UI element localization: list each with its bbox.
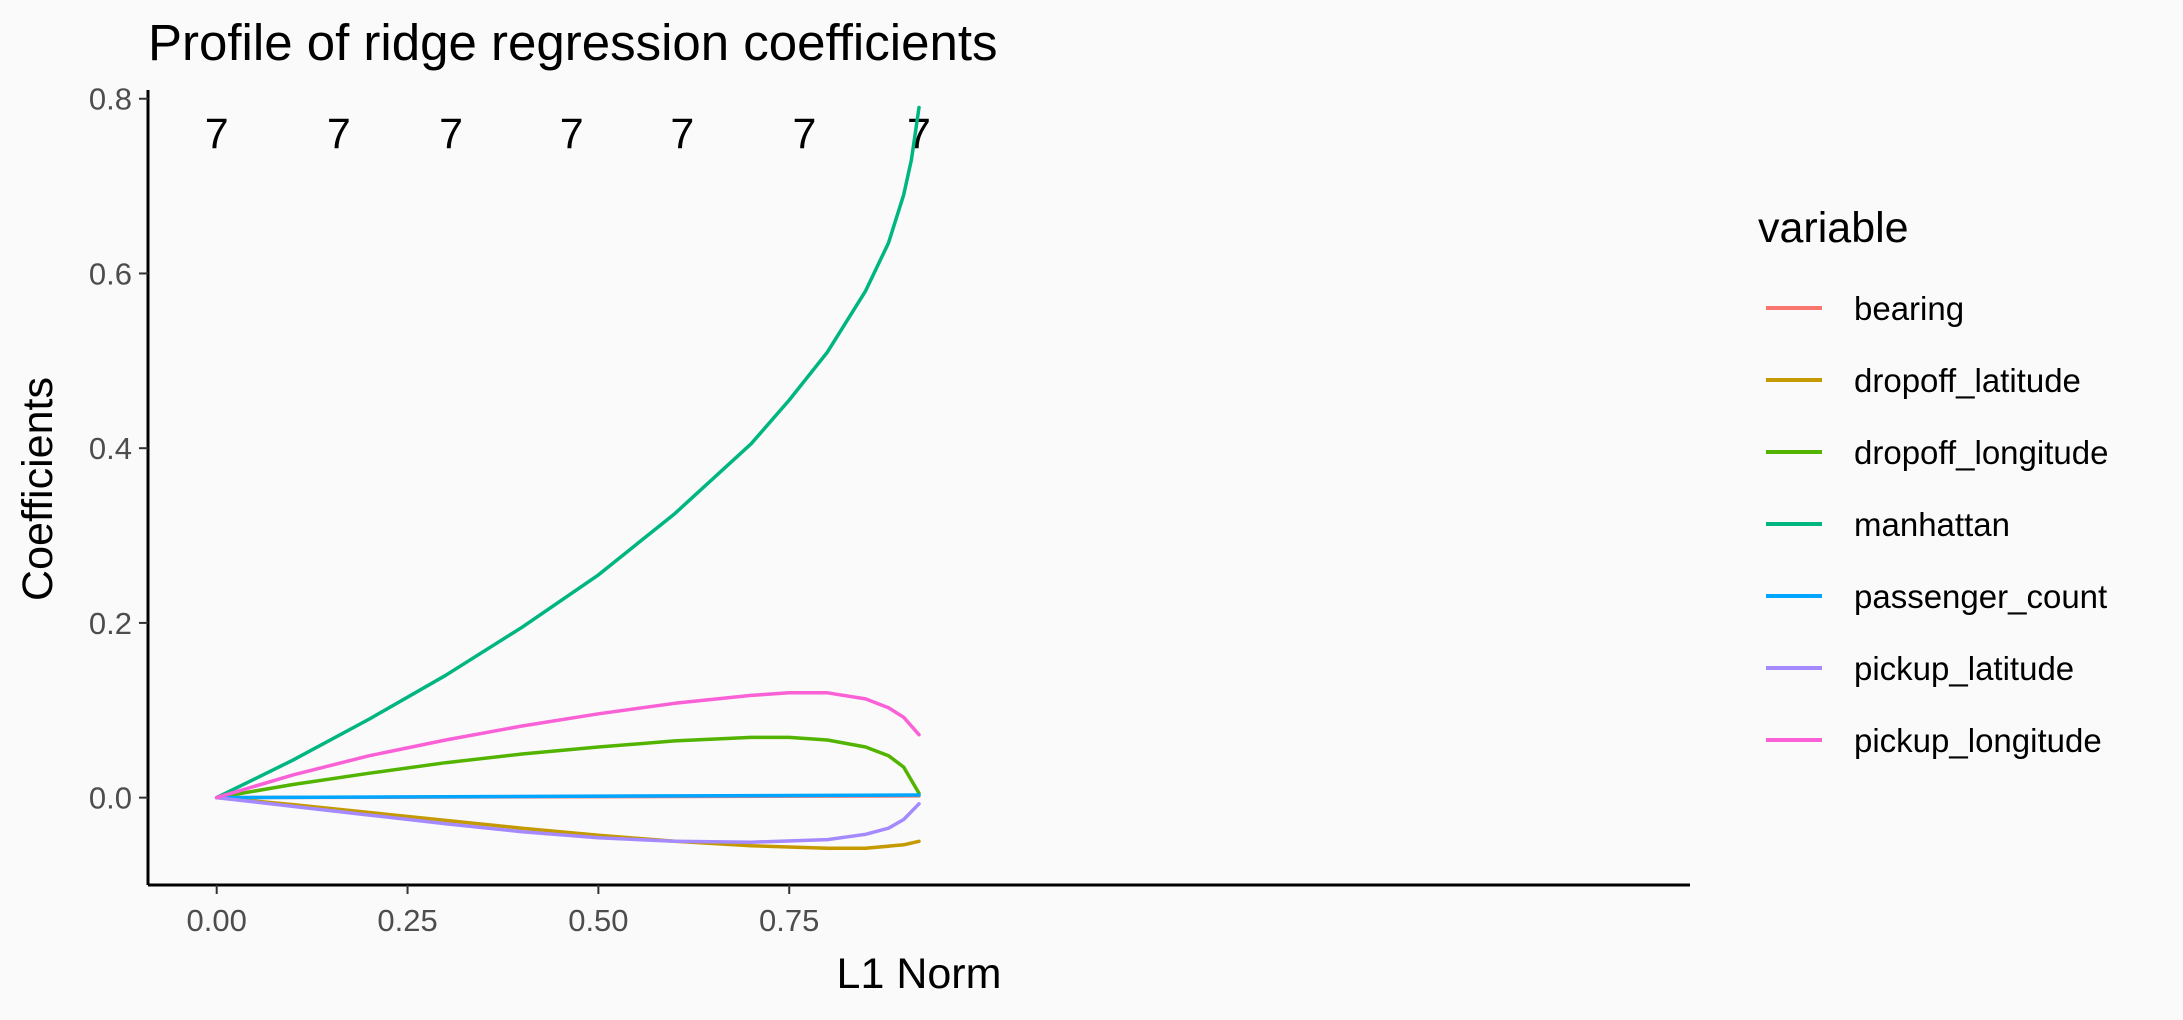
series-line-manhattan: [214, 105, 921, 800]
series-line-pickup_latitude: [214, 795, 921, 844]
x-tick-label: 0.00: [187, 903, 247, 938]
legend-label: passenger_count: [1854, 578, 2107, 615]
legend-label: pickup_latitude: [1854, 650, 2074, 687]
chart-title: Profile of ridge regression coefficients: [148, 14, 998, 71]
y-tick-label: 0.8: [89, 82, 132, 117]
legend-title: variable: [1758, 204, 1909, 252]
y-tick-label: 0.6: [89, 256, 132, 291]
x-axis-ticks: 0.00 0.25 0.50 0.75: [187, 885, 819, 938]
series-lines: [214, 105, 921, 851]
y-tick-label: 0.0: [89, 781, 132, 816]
legend-label: manhattan: [1854, 506, 2010, 543]
y-axis-ticks: 0.0 0.2 0.4 0.6 0.8: [89, 82, 148, 816]
legend-label: bearing: [1854, 290, 1964, 327]
x-tick-label: 0.25: [377, 903, 437, 938]
y-axis-title: Coefficients: [14, 377, 62, 601]
top-axis-label: 7: [439, 110, 463, 158]
top-axis-label: 7: [793, 110, 817, 158]
x-tick-label: 0.50: [568, 903, 628, 938]
legend-label: dropoff_longitude: [1854, 434, 2108, 471]
series-line-pickup_longitude: [214, 691, 921, 800]
legend-label: pickup_longitude: [1854, 722, 2102, 759]
top-axis-label: 7: [670, 110, 694, 158]
legend-label: dropoff_latitude: [1854, 362, 2081, 399]
x-tick-label: 0.75: [759, 903, 819, 938]
top-axis-label: 7: [205, 110, 229, 158]
y-tick-label: 0.4: [89, 431, 132, 466]
top-axis-label: 7: [560, 110, 584, 158]
top-axis-label: 7: [327, 110, 351, 158]
y-tick-label: 0.2: [89, 606, 132, 641]
legend: variable bearing dropoff_latitude dropoff_…: [1758, 204, 2108, 759]
series-line-dropoff_longitude: [214, 735, 921, 800]
series-line-passenger_count: [214, 793, 921, 800]
legend-items: bearing dropoff_latitude dropoff_longitude…: [1766, 290, 2108, 759]
x-axis-title: L1 Norm: [837, 950, 1002, 998]
